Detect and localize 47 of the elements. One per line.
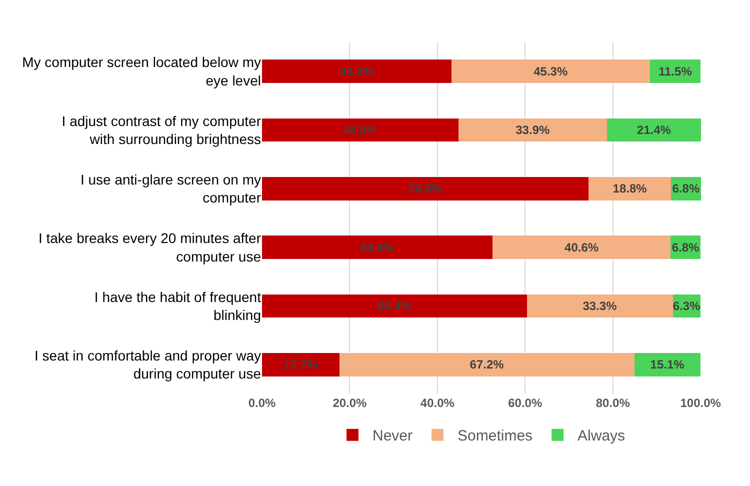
data-label: 6.8% (672, 240, 700, 254)
bar (458, 118, 608, 142)
data-label: 40.6% (564, 240, 599, 254)
data-label: 6.3% (672, 299, 701, 313)
data-label: 52.6% (360, 240, 395, 254)
bar (607, 118, 701, 142)
data-label: 11.5% (658, 64, 692, 78)
x-tick-label: 0.0% (248, 396, 276, 410)
y-tick-label: I use anti-glare screen on my computer (80, 171, 262, 206)
bar (262, 60, 452, 84)
data-label: 33.9% (516, 123, 550, 137)
legend-label: Never (372, 428, 413, 445)
data-label: 45.3% (534, 64, 568, 78)
bar (588, 176, 672, 200)
data-label: 18.8% (612, 182, 648, 196)
bar (262, 118, 458, 142)
bar (262, 294, 527, 318)
bar (526, 294, 673, 318)
data-label: 21.4% (636, 123, 672, 137)
bar (262, 176, 589, 200)
data-label: 33.3% (582, 299, 618, 313)
data-label: 43.2% (340, 64, 374, 78)
bar (262, 352, 340, 376)
y-tick-label: I have the habit of frequent blinking (94, 288, 262, 323)
data-label: 67.2% (470, 358, 504, 372)
x-tick-label: 40.0% (420, 396, 455, 410)
bar (451, 60, 650, 84)
x-tick-label: 100.0% (680, 396, 722, 410)
x-tick-label: 80.0% (596, 396, 630, 410)
data-label: 6.8% (672, 182, 700, 196)
y-tick-label: I take breaks every 20 minutes after computer use (38, 230, 262, 264)
data-label: 44.8% (343, 123, 378, 137)
bar (262, 236, 493, 260)
legend-label: Always (578, 428, 626, 445)
data-label: 15.1% (650, 358, 685, 372)
y-tick-label: I adjust contrast of my computer with surrounding brightness (62, 112, 262, 147)
x-tick-label: 20.0% (332, 396, 368, 410)
bar (634, 352, 701, 376)
legend-label: Sometimes (458, 428, 533, 445)
y-tick-label: My computer screen located below my eye level (22, 54, 261, 88)
y-tick-label: I seat in comfortable and proper way during computer use (34, 347, 262, 382)
bar (492, 236, 671, 260)
x-tick-label: 60.0% (508, 396, 542, 410)
data-label: 74.5% (408, 182, 443, 196)
data-label: 17.7% (284, 358, 318, 372)
bar (340, 352, 634, 376)
data-label: 60.4% (377, 299, 412, 313)
